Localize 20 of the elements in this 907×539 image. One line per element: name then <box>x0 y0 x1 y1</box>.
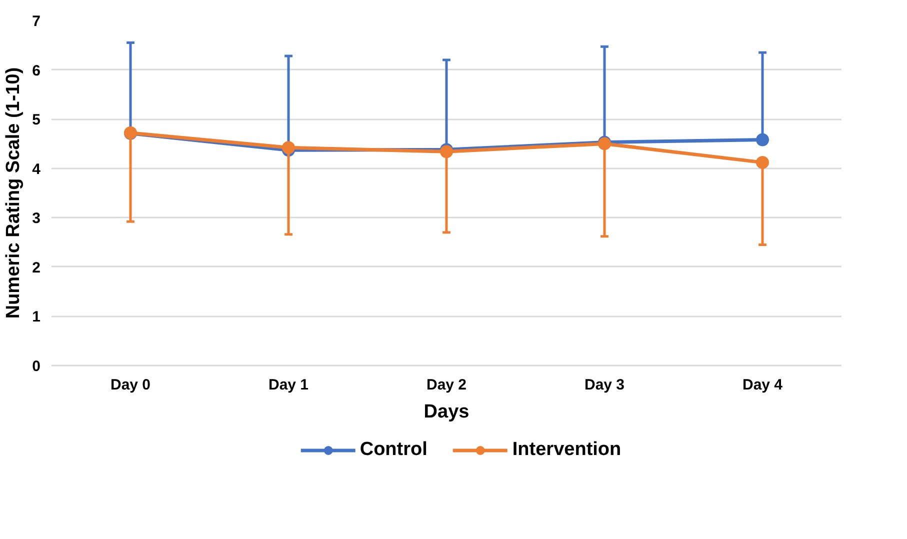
x-tick-label: Day 1 <box>268 376 309 394</box>
x-tick-label: Day 4 <box>742 376 784 394</box>
x-tick-label: Day 2 <box>426 376 467 394</box>
y-tick-label: 1 <box>32 308 40 326</box>
point <box>282 141 295 154</box>
y-tick-label: 6 <box>32 62 40 80</box>
y-tick-label: 3 <box>32 210 40 228</box>
y-tick-label: 4 <box>32 160 42 178</box>
y-tick-label: 5 <box>32 112 40 129</box>
y-tick-label: 0 <box>32 358 40 375</box>
x-axis-title: Days <box>424 402 470 422</box>
y-tick-label: 2 <box>32 259 40 276</box>
point <box>756 156 769 169</box>
legend-label: Control <box>360 439 428 461</box>
point <box>756 133 769 146</box>
x-tick-label: Day 3 <box>584 376 625 394</box>
y-tick-label: 7 <box>32 13 40 30</box>
legend-label: Intervention <box>512 439 622 461</box>
x-tick-label: Day 0 <box>110 376 151 394</box>
y-axis-title: Numeric Rating Scale (1-10) <box>3 67 24 319</box>
